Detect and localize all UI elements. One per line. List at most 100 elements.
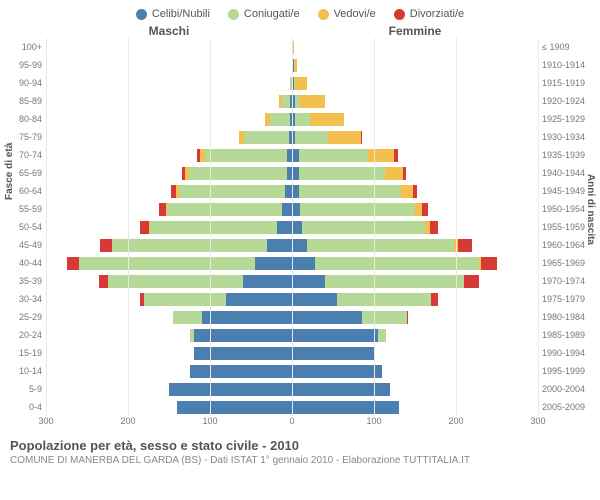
segment [458, 239, 473, 252]
segment [292, 275, 325, 288]
segment [177, 401, 292, 414]
segment [403, 167, 406, 180]
age-tick: 80-84 [19, 110, 42, 128]
male-bar [46, 167, 292, 180]
x-tick: 100 [202, 416, 217, 426]
segment [361, 131, 363, 144]
segment [292, 257, 315, 270]
male-bar [46, 329, 292, 342]
birth-tick: 1950-1954 [542, 200, 585, 218]
segment [140, 221, 148, 234]
segment [190, 365, 293, 378]
segment [79, 257, 255, 270]
birth-tick: 1955-1959 [542, 218, 585, 236]
segment [292, 329, 378, 342]
male-bar [46, 383, 292, 396]
segment [300, 95, 325, 108]
segment [292, 401, 399, 414]
segment [401, 185, 412, 198]
birth-tick: 1975-1979 [542, 290, 585, 308]
segment [299, 185, 402, 198]
legend-label: Celibi/Nubili [152, 8, 210, 20]
birth-tick: 1925-1929 [542, 110, 585, 128]
legend-item: Coniugati/e [228, 8, 300, 20]
segment [292, 239, 307, 252]
footer: Popolazione per età, sesso e stato civil… [0, 432, 600, 466]
age-tick: 55-59 [19, 200, 42, 218]
segment [67, 257, 78, 270]
gender-labels: Maschi Femmine [0, 24, 600, 38]
segment [299, 167, 385, 180]
x-tick: 300 [38, 416, 53, 426]
segment [255, 257, 292, 270]
label-female: Femmine [292, 24, 538, 38]
segment [362, 311, 407, 324]
segment [302, 221, 425, 234]
age-tick: 40-44 [19, 254, 42, 272]
y-axis-age: 100+95-9990-9485-8980-8475-7970-7465-696… [0, 38, 46, 416]
segment [194, 329, 292, 342]
gridline [456, 38, 457, 416]
birth-tick: 1960-1964 [542, 236, 585, 254]
female-bar [292, 131, 538, 144]
legend: Celibi/Nubili Coniugati/e Vedovi/e Divorzia… [0, 0, 600, 24]
segment [295, 113, 310, 126]
segment [226, 293, 292, 306]
male-bar [46, 293, 292, 306]
birth-tick: 1940-1944 [542, 164, 585, 182]
age-tick: 20-24 [19, 326, 42, 344]
segment [292, 347, 374, 360]
age-tick: 45-49 [19, 236, 42, 254]
age-tick: 10-14 [19, 362, 42, 380]
legend-label: Vedovi/e [334, 8, 376, 20]
female-bar [292, 257, 538, 270]
female-bar [292, 203, 538, 216]
segment [295, 131, 328, 144]
segment [407, 311, 409, 324]
legend-item: Divorziati/e [394, 8, 464, 20]
x-tick: 200 [120, 416, 135, 426]
gridline [538, 38, 539, 416]
male-bar [46, 149, 292, 162]
female-bar [292, 113, 538, 126]
birth-tick: 2005-2009 [542, 398, 585, 416]
segment [292, 203, 300, 216]
female-bar [292, 59, 538, 72]
segment [337, 293, 431, 306]
segment [277, 221, 292, 234]
segment [385, 167, 403, 180]
age-tick: 5-9 [29, 380, 42, 398]
male-bar [46, 185, 292, 198]
x-tick: 200 [448, 416, 463, 426]
segment [270, 113, 291, 126]
segment [150, 221, 277, 234]
female-bar [292, 401, 538, 414]
legend-label: Coniugati/e [244, 8, 300, 20]
birth-tick: 1945-1949 [542, 182, 585, 200]
segment [202, 311, 292, 324]
age-tick: 85-89 [19, 92, 42, 110]
segment [481, 257, 497, 270]
segment [144, 293, 226, 306]
segment [300, 203, 415, 216]
segment [328, 131, 361, 144]
age-tick: 35-39 [19, 272, 42, 290]
gridline [128, 38, 129, 416]
female-bar [292, 347, 538, 360]
birth-tick: 1985-1989 [542, 326, 585, 344]
segment [292, 383, 390, 396]
chart-subtitle: COMUNE DI MANERBA DEL GARDA (BS) - Dati … [10, 455, 590, 466]
y-axis-right-title: Anni di nascita [585, 174, 596, 245]
segment [194, 347, 292, 360]
age-tick: 30-34 [19, 290, 42, 308]
segment [310, 113, 344, 126]
legend-swatch [228, 9, 239, 20]
x-tick: 100 [366, 416, 381, 426]
y-axis-left-title: Fasce di età [4, 143, 15, 200]
segment [413, 185, 418, 198]
segment [205, 149, 287, 162]
female-bar [292, 221, 538, 234]
female-bar [292, 77, 538, 90]
segment [100, 239, 111, 252]
segment [267, 239, 292, 252]
